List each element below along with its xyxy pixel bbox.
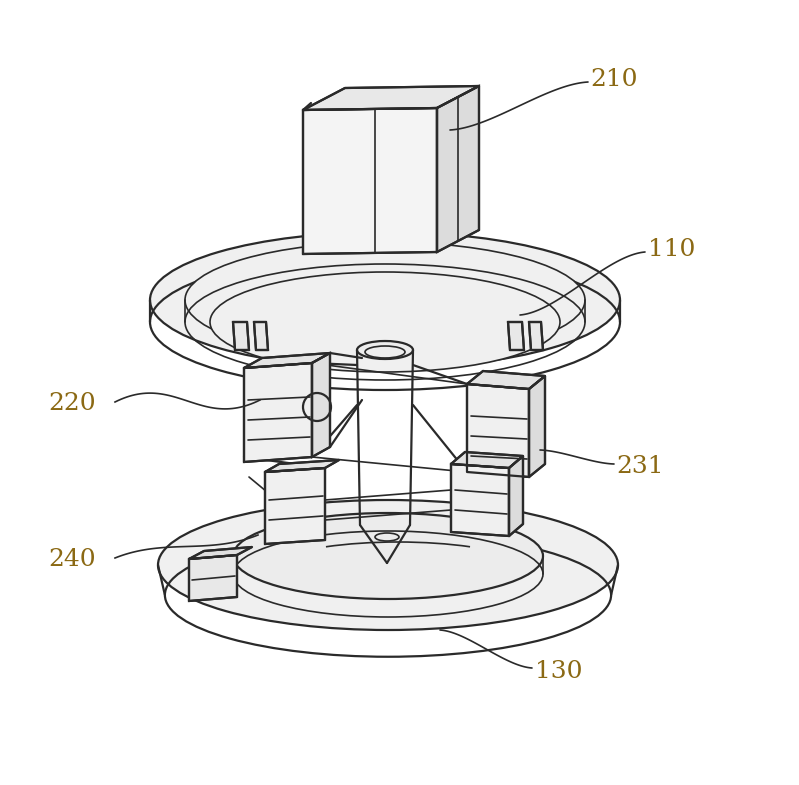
Text: 210: 210 bbox=[590, 68, 638, 91]
Polygon shape bbox=[233, 322, 249, 350]
Polygon shape bbox=[529, 322, 543, 350]
Polygon shape bbox=[467, 371, 545, 389]
Polygon shape bbox=[437, 86, 479, 252]
Text: 240: 240 bbox=[48, 548, 96, 571]
Polygon shape bbox=[451, 452, 523, 468]
Polygon shape bbox=[508, 322, 524, 350]
Text: 231: 231 bbox=[616, 455, 663, 478]
Ellipse shape bbox=[150, 232, 620, 368]
Polygon shape bbox=[467, 384, 529, 477]
Polygon shape bbox=[265, 468, 325, 544]
Polygon shape bbox=[189, 547, 252, 559]
Polygon shape bbox=[509, 456, 523, 536]
Polygon shape bbox=[303, 108, 437, 254]
Ellipse shape bbox=[210, 272, 560, 372]
Polygon shape bbox=[254, 322, 268, 350]
Text: 130: 130 bbox=[535, 660, 582, 683]
Polygon shape bbox=[312, 353, 330, 457]
Polygon shape bbox=[265, 460, 339, 472]
Ellipse shape bbox=[158, 500, 618, 630]
Ellipse shape bbox=[357, 341, 413, 359]
Polygon shape bbox=[244, 353, 330, 368]
Ellipse shape bbox=[233, 513, 543, 599]
Text: 110: 110 bbox=[648, 238, 695, 261]
Polygon shape bbox=[303, 86, 479, 110]
Polygon shape bbox=[529, 376, 545, 477]
Ellipse shape bbox=[185, 242, 585, 358]
Polygon shape bbox=[244, 363, 312, 462]
Polygon shape bbox=[451, 464, 509, 536]
Polygon shape bbox=[189, 555, 237, 601]
Text: 220: 220 bbox=[48, 392, 96, 415]
